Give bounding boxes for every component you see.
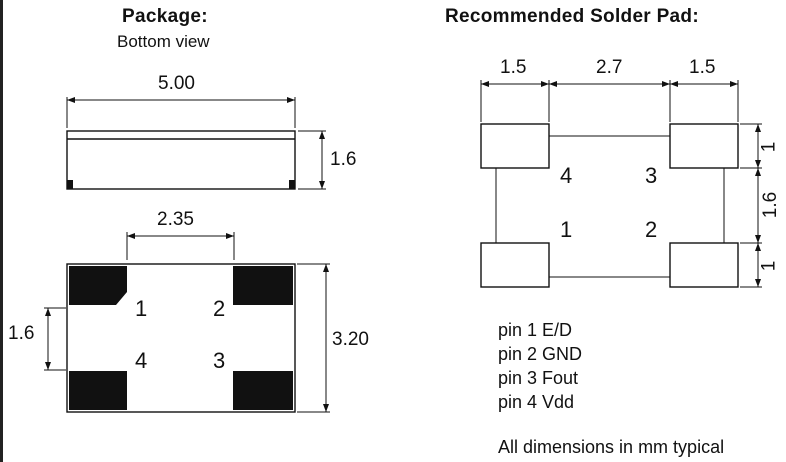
- sp-pin-label-2: 2: [645, 217, 658, 242]
- sp-package-outline: [495, 135, 725, 278]
- dim-length-label: 5.00: [158, 73, 195, 94]
- sp-dim-right-bot: 1: [758, 260, 780, 272]
- sp-pin-label-1: 1: [560, 217, 573, 242]
- sp-pad-3: [669, 123, 739, 169]
- dim-pad-spacing-label: 2.35: [157, 209, 194, 230]
- solder-pad-title: Recommended Solder Pad:: [445, 6, 699, 27]
- pkg-pad-4: [69, 371, 127, 410]
- package-title: Package:: [122, 6, 208, 27]
- side-terminal-right: [289, 180, 295, 189]
- pkg-pad-1: [69, 266, 127, 305]
- pin-legend-item-2: pin 2 GND: [498, 344, 583, 364]
- dimensions-note: All dimensions in mm typical: [498, 437, 725, 457]
- pkg-pin-label-2: 2: [213, 296, 226, 321]
- pkg-pad-2: [233, 266, 293, 305]
- pkg-pin-label-3: 3: [213, 348, 226, 373]
- pin-legend-item-4: pin 4 Vdd: [498, 392, 575, 412]
- sp-dim-right-mid: 1.6: [760, 191, 782, 219]
- dim-width-label: 3.20: [332, 329, 369, 350]
- sp-pad-2: [669, 242, 739, 288]
- pin-legend-item-1: pin 1 E/D: [498, 320, 573, 340]
- sp-dim-gap: 2.7: [596, 57, 623, 78]
- sp-pin-label-4: 4: [560, 163, 573, 188]
- sp-dim-pad-a: 1.5: [500, 57, 527, 78]
- dim-height-label: 1.6: [330, 149, 357, 170]
- pkg-pad-3: [233, 371, 293, 410]
- package-subtitle: Bottom view: [117, 32, 210, 51]
- sp-dim-pad-b: 1.5: [689, 57, 716, 78]
- frame-left-border: [0, 0, 3, 462]
- sp-pad-1: [480, 242, 550, 288]
- sp-pad-4: [480, 123, 550, 169]
- arrowheads: [45, 81, 761, 412]
- pkg-pin-label-1: 1: [135, 296, 148, 321]
- dim-pad-pitch-label: 1.6: [8, 323, 35, 344]
- sp-pin-label-3: 3: [645, 163, 658, 188]
- package-side-body: [66, 130, 296, 190]
- pin-legend-item-3: pin 3 Fout: [498, 368, 579, 388]
- pin-legend: pin 1 E/D pin 2 GND pin 3 Fout pin 4 Vdd: [498, 318, 582, 414]
- sp-dim-right-top: 1: [758, 141, 780, 153]
- pkg-pin-label-4: 4: [135, 348, 148, 373]
- side-terminal-left: [67, 180, 73, 189]
